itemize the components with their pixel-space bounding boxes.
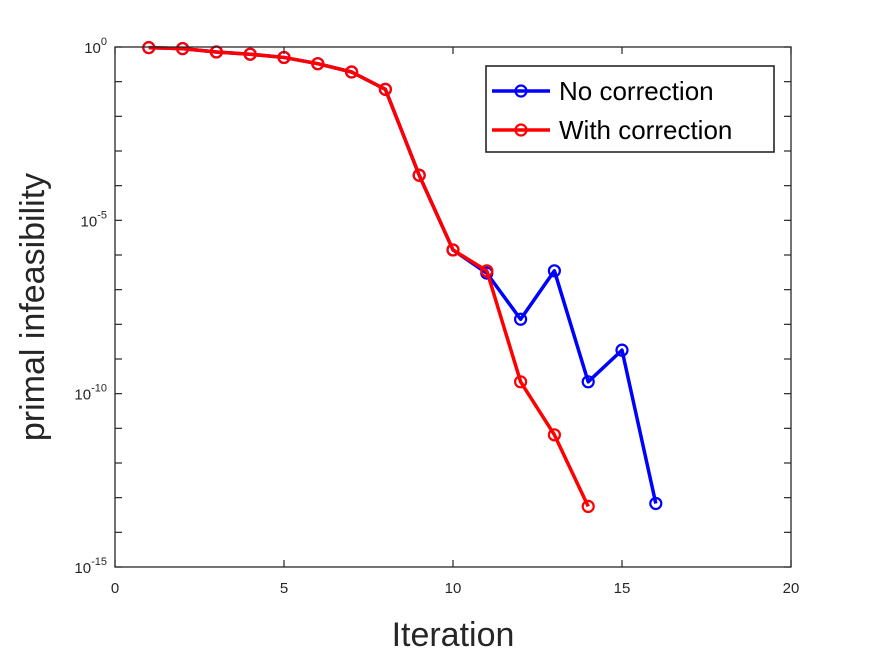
data-point-with-correction [480, 264, 494, 278]
series-with-correction [142, 41, 595, 513]
data-point-no-correction [649, 496, 663, 511]
y-tick-label: 100 [84, 36, 107, 57]
data-point-with-correction [547, 428, 562, 442]
legend: No correction With correction [485, 65, 775, 153]
data-point-with-correction [345, 65, 359, 79]
x-tick-label: 10 [445, 580, 462, 597]
y-axis-title: primal infeasibility [14, 173, 52, 441]
y-tick-label: 10-15 [74, 556, 107, 577]
legend-label-no-correction: No correction [559, 76, 714, 106]
data-point-no-correction [581, 375, 595, 389]
y-tick-label: 10-10 [74, 383, 107, 404]
data-point-with-correction [446, 243, 460, 257]
x-tick-label: 20 [783, 580, 800, 597]
legend-marker-with-correction [514, 123, 528, 137]
plot-frame [114, 46, 792, 568]
legend-marker-no-correction [514, 84, 528, 98]
series-layer [142, 41, 663, 513]
data-point-no-correction [547, 264, 562, 278]
y-tick-label: 10-5 [81, 209, 107, 230]
data-point-with-correction [581, 499, 595, 513]
legend-label-with-correction: With correction [559, 115, 732, 145]
data-point-with-correction [243, 47, 257, 61]
data-point-no-correction [615, 343, 629, 357]
x-tick-label: 15 [614, 580, 631, 597]
x-axis-title: Iteration [392, 616, 515, 654]
data-point-with-correction [378, 82, 392, 96]
data-point-with-correction [311, 57, 325, 71]
data-point-with-correction [176, 41, 190, 56]
data-point-with-correction [412, 168, 426, 182]
x-tick-label: 0 [111, 580, 119, 597]
x-tick-label: 5 [280, 580, 288, 597]
data-point-with-correction [513, 375, 528, 389]
legend-box [485, 65, 775, 153]
data-point-no-correction [513, 312, 528, 326]
tick-labels-layer: 0 5 10 15 20 10-15 10-10 10-5 100 [74, 36, 799, 597]
